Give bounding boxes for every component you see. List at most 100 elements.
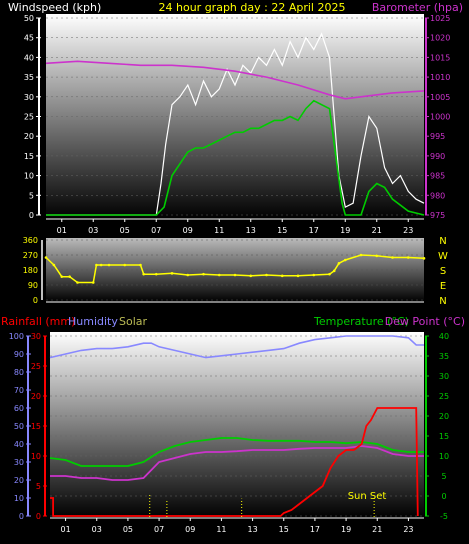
direction-y-tick-label: 0 [33, 296, 38, 305]
direction-point [312, 273, 316, 277]
direction-point [217, 273, 221, 277]
humidity-y-tick-label: 70 [14, 386, 24, 395]
temperature-y-tick-label: 15 [439, 432, 449, 441]
temperature-x-tick-label: 09 [185, 525, 195, 534]
direction-y-tick-label: 90 [28, 281, 38, 290]
wind-x-tick-label: 13 [246, 226, 256, 235]
graph-title: 24 hour graph day : 22 April 2025 [159, 1, 346, 14]
compass-label: N [439, 296, 446, 307]
windspeed-title: Windspeed (kph) [8, 1, 101, 14]
direction-point [107, 263, 111, 267]
direction-point [249, 274, 253, 278]
direction-point [359, 253, 363, 257]
solar-legend: Solar [119, 315, 148, 328]
wind-y-tick-label: 25 [24, 113, 34, 122]
direction-y-tick-label: 360 [23, 236, 38, 245]
temperature-y-tick-label: 35 [439, 352, 449, 361]
wind-y-tick-label: 40 [24, 53, 34, 62]
rainfall-y-tick-label: 0 [36, 512, 41, 521]
barometer-y-tick-label: 1025 [430, 14, 450, 23]
sunset-label: Sun Set [348, 491, 387, 502]
wind-y-tick-label: 30 [24, 93, 34, 102]
direction-point [280, 274, 284, 278]
direction-point [68, 275, 71, 278]
temperature-y-tick-label: 5 [441, 472, 446, 481]
temperature-x-tick-label: 19 [341, 525, 351, 534]
barometer-y-tick-label: 995 [430, 132, 445, 141]
direction-point [52, 263, 56, 267]
direction-point [139, 263, 142, 267]
wind-x-tick-label: 23 [403, 226, 413, 235]
direction-point [60, 275, 64, 278]
wind-x-tick-label: 07 [151, 226, 161, 235]
wind-y-tick-label: 0 [29, 211, 34, 220]
direction-point [406, 256, 410, 259]
direction-point [99, 263, 103, 267]
direction-point [123, 263, 127, 267]
barometer-y-tick-label: 980 [430, 191, 445, 200]
temperature-plot-area [50, 332, 424, 518]
temperature-legend: Temperature (°C) [313, 315, 409, 328]
direction-point [142, 272, 145, 276]
barometer-y-tick-label: 1010 [430, 73, 450, 82]
temperature-x-tick-label: 01 [60, 525, 70, 534]
average-line [46, 99, 425, 216]
wind-x-tick-label: 17 [309, 226, 319, 235]
direction-point [76, 281, 79, 284]
rainfall-y-tick-label: 10 [31, 452, 41, 461]
direction-point [233, 273, 237, 277]
temperature-x-tick-label: 15 [279, 525, 289, 534]
direction-point [337, 262, 341, 265]
wind-y-tick-label: 20 [24, 132, 34, 141]
wind-y-tick-label: 15 [24, 152, 34, 161]
humidity-y-tick-label: 100 [9, 332, 24, 341]
direction-point [296, 274, 300, 278]
temperature-axes: -505101520253035400102030405060708090100… [9, 332, 449, 534]
wind-axes: 0510152025303540455097598098599099510001… [24, 14, 451, 235]
wind-y-tick-label: 50 [24, 14, 34, 23]
wind-x-tick-label: 03 [88, 226, 98, 235]
wind-x-tick-label: 01 [57, 226, 67, 235]
direction-point [375, 254, 379, 258]
direction-point [202, 272, 205, 276]
humidity-y-tick-label: 40 [14, 440, 24, 449]
barometer-y-tick-label: 1015 [430, 53, 450, 62]
direction-y-tick-label: 180 [23, 266, 38, 275]
barometer-y-tick-label: 985 [430, 172, 445, 181]
wind-y-tick-label: 35 [24, 73, 34, 82]
rainfall-y-tick-label: 30 [31, 332, 41, 341]
temperature-x-tick-label: 21 [372, 525, 382, 534]
temperature-x-tick-label: 13 [247, 525, 257, 534]
rainfall-legend: Rainfall (mm) [1, 315, 75, 328]
temperature-y-tick-label: 0 [441, 492, 446, 501]
compass-label: E [440, 281, 446, 292]
temperature-x-tick-label: 17 [310, 525, 320, 534]
temperature-y-tick-label: 25 [439, 392, 449, 401]
humidity-y-tick-label: 80 [14, 368, 24, 377]
rainfall-y-tick-label: 5 [36, 482, 41, 491]
direction-point [328, 272, 331, 276]
temperature-x-tick-label: 03 [92, 525, 102, 534]
compass-label: W [438, 251, 448, 262]
direction-point [44, 256, 48, 259]
wind-x-tick-label: 15 [277, 226, 287, 235]
wind-x-tick-label: 09 [183, 226, 193, 235]
wind-y-tick-label: 10 [24, 172, 34, 181]
rainfall-line [50, 407, 419, 517]
direction-point [391, 256, 394, 259]
humidity-y-tick-label: 20 [14, 476, 24, 485]
temperature-y-tick-label: 40 [439, 332, 449, 341]
temperature-y-tick-label: -5 [440, 512, 448, 521]
humidity-line [49, 335, 424, 359]
rainfall-y-tick-label: 25 [31, 362, 41, 371]
temperature-y-tick-label: 30 [439, 372, 449, 381]
humidity-y-tick-label: 0 [19, 512, 24, 521]
humidity-y-tick-label: 90 [14, 350, 24, 359]
humidity-y-tick-label: 60 [14, 404, 24, 413]
direction-point [265, 273, 268, 277]
barometer-line [45, 60, 425, 100]
dewpoint-line [50, 445, 424, 481]
dewpoint-legend: Dew Point (°C) [385, 315, 465, 328]
